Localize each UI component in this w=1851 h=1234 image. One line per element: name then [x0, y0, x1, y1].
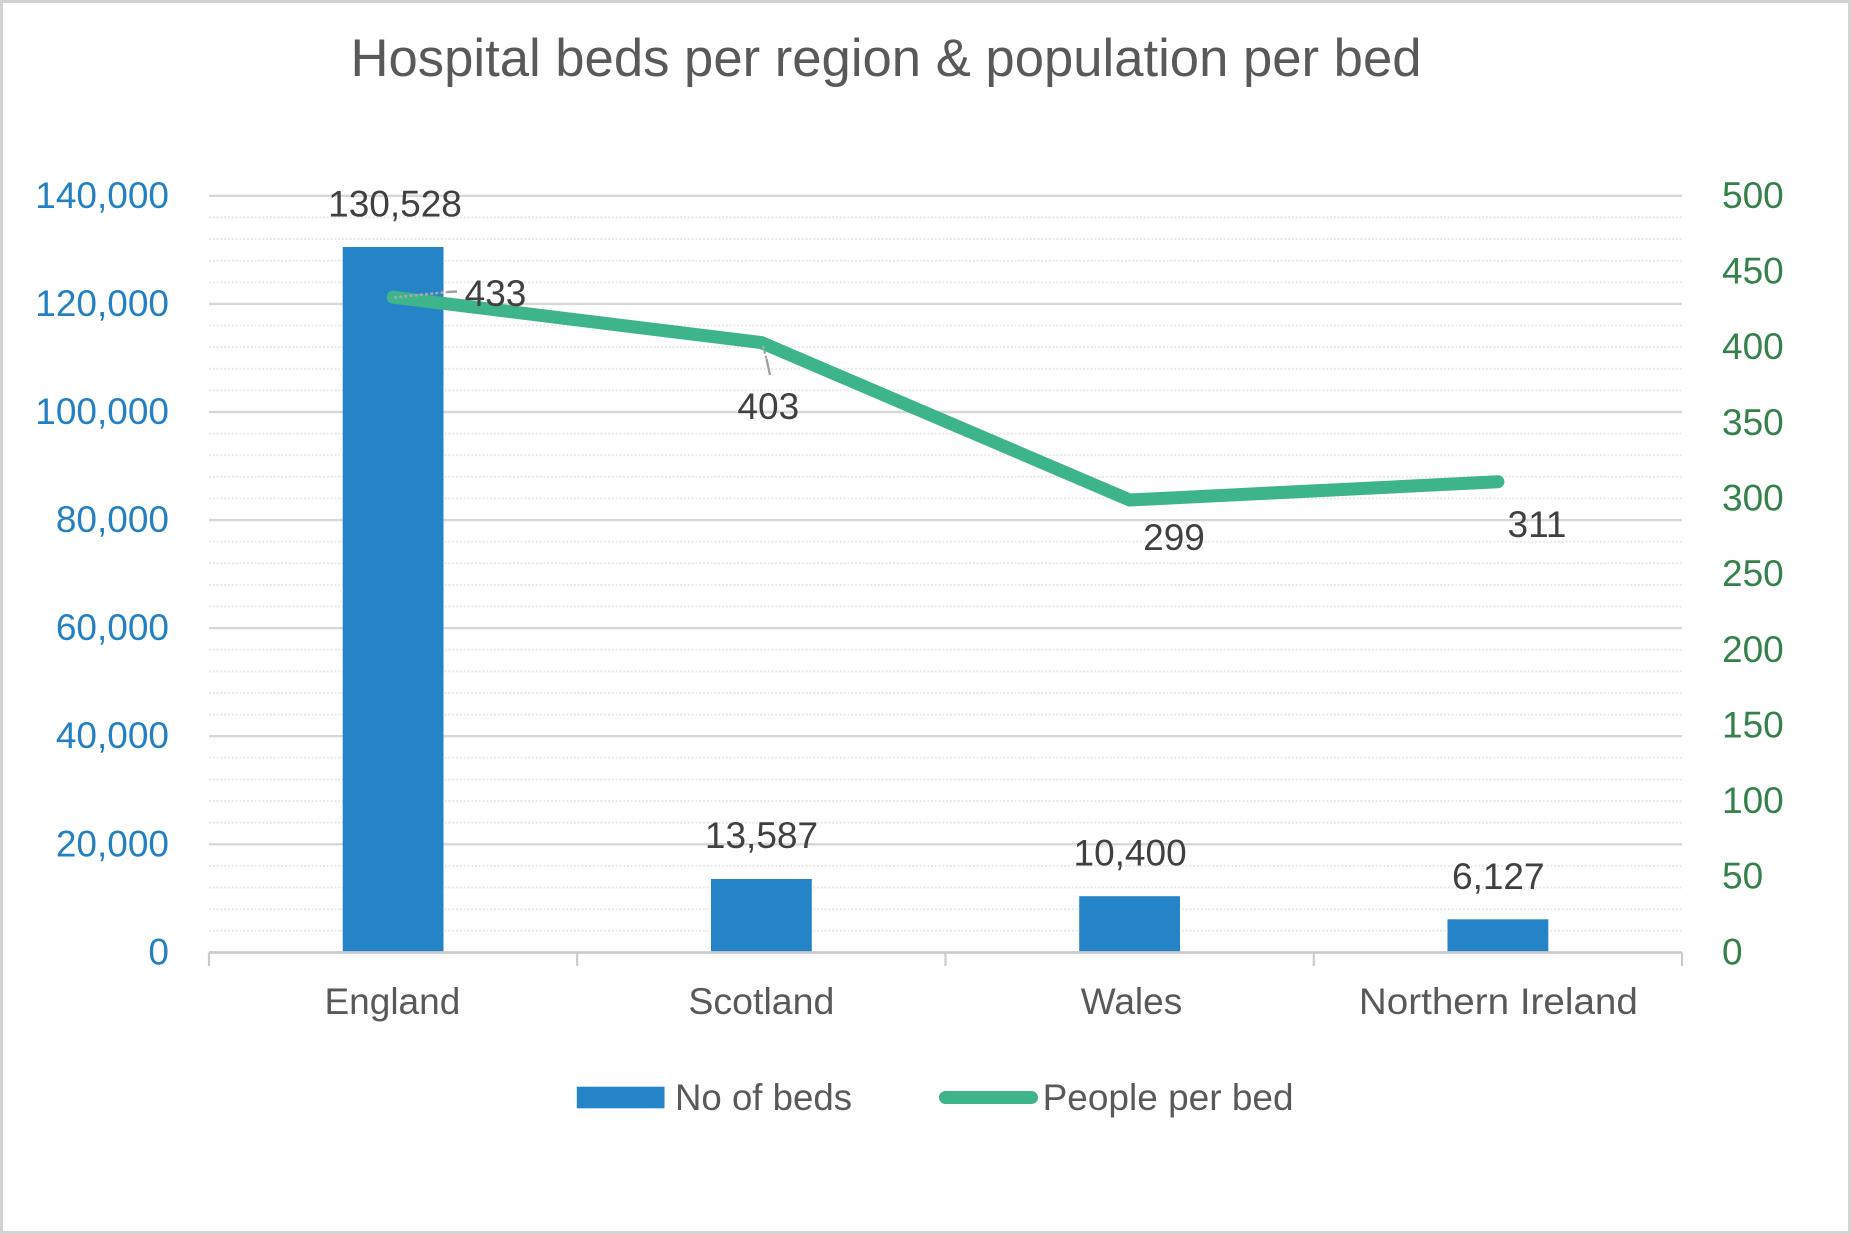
svg-text:England: England: [325, 981, 461, 1022]
svg-text:13,587: 13,587: [705, 815, 818, 856]
svg-text:80,000: 80,000: [56, 499, 169, 540]
svg-text:100,000: 100,000: [35, 391, 169, 432]
svg-text:299: 299: [1143, 517, 1205, 558]
svg-text:140,000: 140,000: [35, 175, 169, 216]
svg-text:500: 500: [1722, 175, 1784, 216]
svg-text:40,000: 40,000: [56, 715, 169, 756]
svg-text:6,127: 6,127: [1452, 856, 1545, 897]
svg-text:400: 400: [1722, 326, 1784, 367]
svg-text:300: 300: [1722, 478, 1784, 519]
svg-text:0: 0: [148, 931, 169, 972]
svg-text:Scotland: Scotland: [688, 981, 834, 1022]
svg-text:450: 450: [1722, 251, 1784, 292]
svg-text:403: 403: [737, 386, 799, 427]
svg-text:50: 50: [1722, 856, 1763, 897]
svg-text:0: 0: [1722, 931, 1743, 972]
svg-text:20,000: 20,000: [56, 823, 169, 864]
svg-text:100: 100: [1722, 780, 1784, 821]
svg-text:Northern Ireland: Northern Ireland: [1359, 981, 1638, 1022]
svg-text:150: 150: [1722, 704, 1784, 745]
svg-text:Wales: Wales: [1081, 981, 1182, 1022]
svg-text:311: 311: [1508, 504, 1567, 545]
svg-text:350: 350: [1722, 402, 1784, 443]
svg-text:60,000: 60,000: [56, 607, 169, 648]
svg-text:10,400: 10,400: [1074, 833, 1187, 874]
svg-text:200: 200: [1722, 629, 1784, 670]
svg-text:250: 250: [1722, 553, 1784, 594]
svg-text:130,528: 130,528: [328, 184, 462, 225]
svg-text:433: 433: [465, 273, 527, 314]
svg-text:120,000: 120,000: [35, 283, 169, 324]
svg-text:No of beds: No of beds: [675, 1077, 852, 1118]
svg-text:People per bed: People per bed: [1043, 1077, 1294, 1118]
svg-text:Hospital beds per region & pop: Hospital beds per region & population pe…: [351, 29, 1422, 88]
